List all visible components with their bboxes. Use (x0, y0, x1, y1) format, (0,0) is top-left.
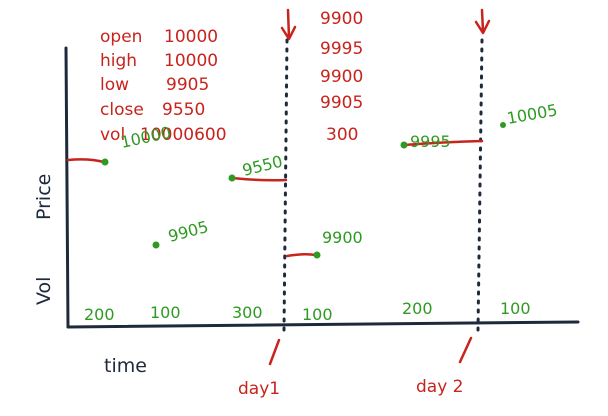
volume-label-6: 100 (500, 299, 531, 318)
y-axis-label-price: Price (33, 174, 55, 220)
trade-label-6: 10005 (505, 100, 558, 128)
summary-value-open: 10000 (164, 27, 218, 47)
y-axis (64, 46, 70, 329)
volume-label-2: 100 (150, 303, 181, 322)
trade-dot-6 (500, 122, 506, 128)
x-axis (66, 320, 580, 329)
trade-dot-1 (101, 158, 109, 166)
summary-right-high: 9995 (320, 39, 363, 59)
price-segment-4 (402, 139, 484, 147)
trade-dot-4 (313, 251, 321, 259)
day2-separator (476, 38, 484, 332)
price-segment-2 (230, 176, 288, 182)
summary-right-close: 9905 (320, 93, 363, 113)
summary-label-vol: vol (100, 125, 125, 145)
trade-label-4: 9900 (322, 228, 363, 247)
summary-right-open: 9900 (320, 9, 363, 29)
volume-label-1: 200 (84, 305, 115, 324)
x-axis-label-time: time (104, 355, 147, 377)
summary-label-close: close (100, 100, 144, 120)
day2-label: day 2 (416, 377, 464, 397)
trade-dot-5 (400, 141, 408, 149)
volume-label-5: 200 (402, 299, 433, 318)
trade-dot-3 (228, 174, 236, 182)
summary-right-low: 9900 (320, 67, 363, 87)
day1-pointer (268, 338, 281, 366)
summary-label-open: open (100, 27, 142, 47)
price-segment-1 (66, 158, 106, 164)
trade-label-5: 9995 (410, 132, 451, 151)
summary-label-high: high (100, 51, 137, 71)
volume-label-4: 100 (302, 305, 333, 324)
trade-label-1: 10000 (119, 123, 173, 152)
summary-value-close: 9550 (162, 100, 205, 120)
trade-label-3: 9550 (240, 152, 284, 180)
trade-label-2: 9905 (166, 217, 210, 246)
day2-pointer (458, 336, 473, 364)
summary-value-vol: 10000600 (140, 125, 227, 145)
day1-label: day1 (238, 379, 280, 399)
volume-label-3: 300 (232, 303, 263, 322)
y-axis-label-vol: Vol (33, 277, 55, 305)
summary-value-high: 10000 (164, 51, 218, 71)
summary-right: 9900 9995 9900 9905 300 (320, 9, 363, 145)
day2-arrow-icon (474, 8, 491, 35)
day1-arrow-icon (280, 8, 297, 41)
trade-dot-2 (152, 241, 160, 249)
day1-separator (282, 38, 289, 332)
summary-label-low: low (100, 75, 129, 95)
summary-value-low: 9905 (166, 75, 209, 95)
summary-right-vol: 300 (326, 125, 358, 145)
price-segment-3 (285, 252, 318, 258)
summary-left: open 10000 high 10000 low 9905 close 955… (100, 27, 227, 145)
